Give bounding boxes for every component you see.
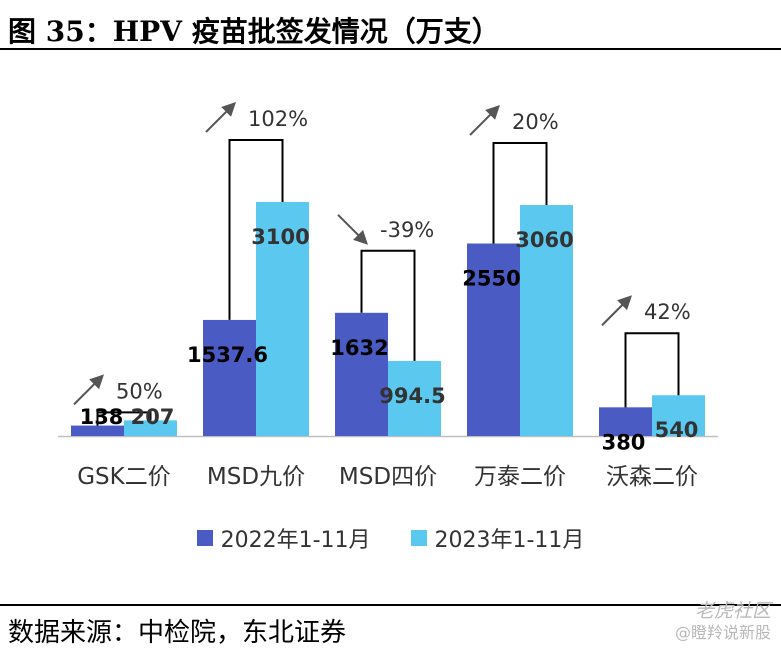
growth-bracket-2 xyxy=(360,249,416,361)
bar-2023-3 xyxy=(520,205,573,436)
growth-label-4: 42% xyxy=(644,300,691,324)
legend-item-2022: 2022年1-11月 xyxy=(196,522,371,554)
value-label-2022-3: 2550 xyxy=(462,267,520,291)
growth-label-1: 102% xyxy=(248,107,308,131)
growth-bracket-0 xyxy=(96,411,152,426)
value-label-2022-4: 380 xyxy=(602,430,646,454)
bar-chart: 50%138 207 GSK二价 102% 1537.6 3100 MSD九价 -39% 163… xyxy=(58,102,718,490)
growth-label-0: 50% xyxy=(116,379,163,403)
growth-bracket-1 xyxy=(228,139,284,320)
legend-item-2023: 2023年1-11月 xyxy=(410,522,585,554)
value-label-2023-0: 207 xyxy=(131,405,175,429)
value-label-2023-1: 3100 xyxy=(251,225,309,249)
growth-arrow-4 xyxy=(601,295,632,326)
category-label-2: MSD四价 xyxy=(339,464,437,490)
bar-2022-4 xyxy=(599,407,652,436)
bar-2023-0 xyxy=(124,420,177,436)
growth-arrow-0 xyxy=(73,374,104,406)
category-label-1: MSD九价 xyxy=(207,464,305,490)
growth-arrow-1 xyxy=(205,102,236,133)
value-label-2022-2: 1632 xyxy=(330,336,388,360)
bar-2022-0 xyxy=(71,425,124,436)
growth-bracket-4 xyxy=(624,332,680,408)
source-note: 数据来源：中检院，东北证券 xyxy=(8,618,347,648)
legend-label-2022: 2022年1-11月 xyxy=(220,528,371,553)
chart-legend: 2022年1-11月 2023年1-11月 xyxy=(0,522,781,554)
value-label-2023-4: 540 xyxy=(655,418,699,442)
growth-label-2: -39% xyxy=(380,218,434,242)
category-label-0: GSK二价 xyxy=(77,464,171,490)
watermark: 老虎社区 @瞪羚说新股 xyxy=(675,600,771,644)
growth-bracket-3 xyxy=(492,142,548,244)
value-label-2022-0: 138 xyxy=(80,405,124,429)
watermark-line-2: @瞪羚说新股 xyxy=(674,623,771,642)
bar-2022-2 xyxy=(335,312,388,436)
value-label-2023-2: 994.5 xyxy=(379,384,445,408)
growth-label-3: 20% xyxy=(512,110,559,134)
legend-swatch-2023 xyxy=(410,530,427,546)
figure-title: 图 35：HPV 疫苗批签发情况（万支） xyxy=(8,15,500,48)
bar-2023-1 xyxy=(256,202,309,436)
value-label-2022-1: 1537.6 xyxy=(187,343,268,367)
bar-2023-2 xyxy=(388,360,441,436)
bar-2022-3 xyxy=(467,243,520,436)
title-rule xyxy=(0,48,781,50)
category-label-4: 沃森二价 xyxy=(606,464,698,490)
watermark-line-1: 老虎社区 xyxy=(694,600,771,622)
source-rule xyxy=(0,604,781,606)
growth-arrow-2 xyxy=(337,214,368,245)
bar-2022-1 xyxy=(203,319,256,436)
growth-arrow-3 xyxy=(469,105,500,136)
category-label-3: 万泰二价 xyxy=(474,464,566,490)
bar-2023-4 xyxy=(652,395,705,436)
legend-label-2023: 2023年1-11月 xyxy=(434,528,585,553)
value-label-2023-3: 3060 xyxy=(515,228,573,252)
legend-swatch-2022 xyxy=(196,530,213,546)
